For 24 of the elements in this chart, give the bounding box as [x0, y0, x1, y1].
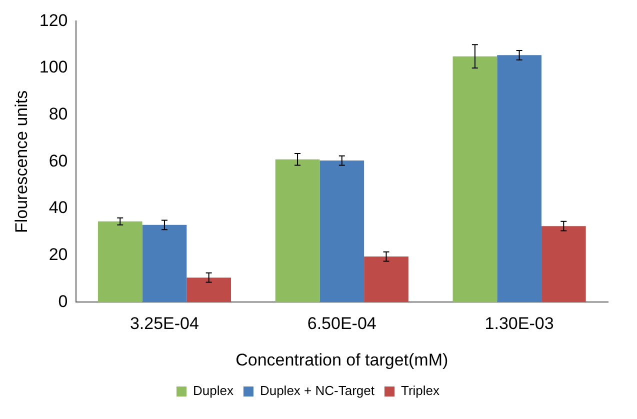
bar — [497, 55, 542, 302]
y-tick-label: 40 — [48, 198, 68, 218]
bar — [541, 226, 586, 302]
x-axis-title: Concentration of target(mM) — [236, 350, 448, 370]
y-tick-label: 60 — [48, 151, 68, 170]
legend-label: Duplex + NC-Target — [260, 383, 375, 398]
x-tick-label: 3.25E-04 — [130, 314, 199, 334]
legend-label: Triplex — [400, 383, 440, 398]
x-tick-label: 1.30E-03 — [484, 314, 554, 334]
y-axis-title: Flourescence units — [12, 90, 31, 234]
y-tick-label: 80 — [48, 104, 68, 124]
bar — [142, 224, 187, 302]
y-tick-label: 120 — [39, 10, 68, 30]
bar — [275, 159, 320, 302]
y-tick-label: 0 — [58, 292, 68, 311]
y-tick-label: 100 — [39, 58, 68, 77]
bar — [320, 160, 364, 302]
bar — [364, 256, 408, 302]
bar — [98, 221, 142, 302]
bar — [452, 56, 498, 302]
y-tick-label: 20 — [48, 245, 68, 264]
bar — [186, 278, 231, 302]
legend-label: Duplex — [192, 383, 234, 398]
x-tick-label: 6.50E-04 — [307, 314, 376, 334]
